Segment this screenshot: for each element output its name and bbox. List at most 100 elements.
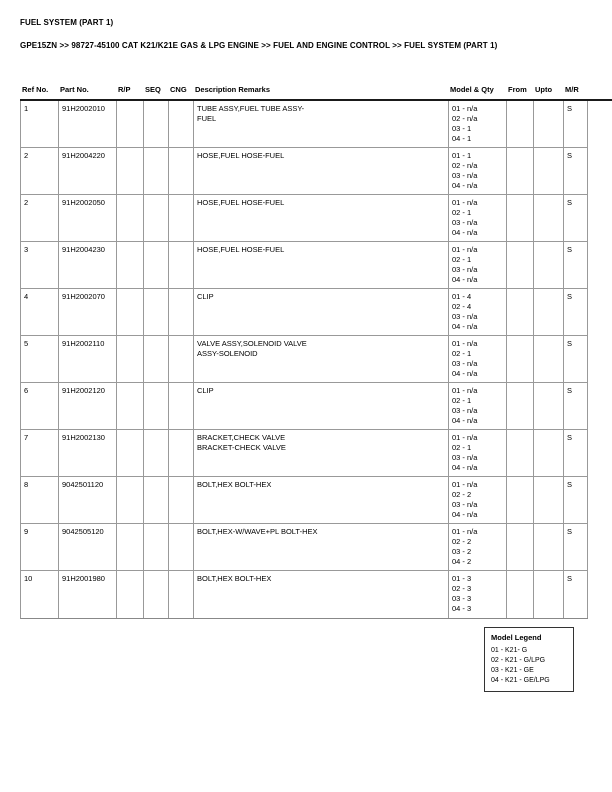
cell-line: 03 - n/a xyxy=(452,265,478,274)
cell-cng xyxy=(169,289,194,335)
cell-line: 03 - 3 xyxy=(452,594,472,603)
table-header: Ref No. Part No. R/P SEQ CNG Description Rema… xyxy=(20,85,612,94)
cell-mr: S xyxy=(564,336,588,382)
cell-ref-no: 3 xyxy=(21,242,59,288)
cell-rp xyxy=(117,336,144,382)
cell-model-qty: 01 - n/a 02 - 1 03 - n/a 04 - n/a xyxy=(449,383,507,429)
cell-model-qty: 01 - 1 02 - n/a 03 - n/a 04 - n/a xyxy=(449,148,507,194)
cell-line: 04 - n/a xyxy=(452,181,478,190)
cell-mr: S xyxy=(564,148,588,194)
cell-mr: S xyxy=(564,101,588,147)
cell-seq xyxy=(144,336,169,382)
cell-from xyxy=(507,289,534,335)
cell-line: 01 - n/a xyxy=(452,527,478,536)
model-legend-items: 01 - K21- G 02 - K21 - G/LPG 03 - K21 - GE… xyxy=(491,646,569,686)
cell-mr: S xyxy=(564,383,588,429)
column-header: Upto xyxy=(535,85,553,94)
cell-line: HOSE,FUEL HOSE-FUEL xyxy=(197,245,285,254)
cell-rp xyxy=(117,524,144,570)
cell-upto xyxy=(534,242,564,288)
cell-upto xyxy=(534,289,564,335)
cell-line: BRACKET-CHECK VALVE xyxy=(197,443,286,452)
cell-ref-no: 6 xyxy=(21,383,59,429)
cell-rp xyxy=(117,430,144,476)
cell-line: 04 - n/a xyxy=(452,463,478,472)
cell-line: BOLT,HEX BOLT-HEX xyxy=(197,480,272,489)
table-row: 5 91H2002110 VALVE ASSY,SOLENOID VALVE AS… xyxy=(21,336,588,383)
cell-line: 03 - 2 xyxy=(452,547,472,556)
cell-description: HOSE,FUEL HOSE-FUEL xyxy=(194,242,449,288)
cell-line: 04 - n/a xyxy=(452,275,478,284)
cell-line: 04 - n/a xyxy=(452,322,478,331)
cell-model-qty: 01 - n/a 02 - 2 03 - 2 04 - 2 xyxy=(449,524,507,570)
cell-line: 02 - n/a xyxy=(452,161,478,170)
cell-seq xyxy=(144,289,169,335)
cell-line: BRACKET,CHECK VALVE xyxy=(197,433,286,442)
cell-cng xyxy=(169,571,194,618)
cell-mr: S xyxy=(564,195,588,241)
cell-model-qty: 01 - n/a 02 - n/a 03 - 1 04 - 1 xyxy=(449,101,507,147)
cell-model-qty: 01 - n/a 02 - 1 03 - n/a 04 - n/a xyxy=(449,242,507,288)
cell-description: BOLT,HEX-W/WAVE+PL BOLT-HEX xyxy=(194,524,449,570)
cell-rp xyxy=(117,101,144,147)
cell-from xyxy=(507,336,534,382)
header-divider xyxy=(20,99,612,101)
cell-rp xyxy=(117,477,144,523)
table-row: 4 91H2002070 CLIP 01 - 4 02 - 4 03 - n/a 04… xyxy=(21,289,588,336)
cell-description: CLIP xyxy=(194,383,449,429)
cell-line: 01 - n/a xyxy=(452,104,478,113)
cell-line: 01 - n/a xyxy=(452,433,478,442)
cell-ref-no: 10 xyxy=(21,571,59,618)
cell-line: 03 - n/a xyxy=(452,359,478,368)
cell-upto xyxy=(534,336,564,382)
cell-seq xyxy=(144,524,169,570)
cell-upto xyxy=(534,430,564,476)
cell-seq xyxy=(144,242,169,288)
cell-cng xyxy=(169,430,194,476)
cell-cng xyxy=(169,195,194,241)
cell-ref-no: 5 xyxy=(21,336,59,382)
cell-line: 01 - n/a xyxy=(452,480,478,489)
cell-line: 01 - n/a xyxy=(452,386,478,395)
cell-line: BOLT,HEX-W/WAVE+PL BOLT-HEX xyxy=(197,527,318,536)
cell-cng xyxy=(169,383,194,429)
cell-from xyxy=(507,383,534,429)
cell-description: CLIP xyxy=(194,289,449,335)
column-header: Model & Qty xyxy=(450,85,494,94)
cell-from xyxy=(507,101,534,147)
column-header: From xyxy=(508,85,527,94)
cell-line: 03 - 1 xyxy=(452,124,472,133)
cell-mr: S xyxy=(564,524,588,570)
cell-line: CLIP xyxy=(197,292,214,301)
cell-cng xyxy=(169,148,194,194)
cell-description: BOLT,HEX BOLT-HEX xyxy=(194,571,449,618)
cell-line: 01 - 1 xyxy=(452,151,472,160)
breadcrumb: GPE15ZN >> 98727-45100 CAT K21/K21E GAS … xyxy=(20,41,498,50)
cell-line: TUBE ASSY,FUEL TUBE ASSY- xyxy=(197,104,305,113)
cell-ref-no: 2 xyxy=(21,195,59,241)
cell-line: 04 - n/a xyxy=(452,416,478,425)
cell-part-no: 91H2002120 xyxy=(59,383,117,429)
cell-line: 04 - n/a xyxy=(452,369,478,378)
cell-model-qty: 01 - 3 02 - 3 03 - 3 04 - 3 xyxy=(449,571,507,618)
cell-part-no: 91H2002110 xyxy=(59,336,117,382)
cell-line: 03 - n/a xyxy=(452,312,478,321)
cell-part-no: 91H2002050 xyxy=(59,195,117,241)
cell-upto xyxy=(534,477,564,523)
cell-seq xyxy=(144,148,169,194)
cell-line: 01 - n/a xyxy=(452,245,478,254)
cell-line: 02 - 1 xyxy=(452,255,472,264)
legend-item: 02 - K21 - G/LPG xyxy=(491,657,546,664)
cell-line: 04 - n/a xyxy=(452,510,478,519)
cell-model-qty: 01 - n/a 02 - 2 03 - n/a 04 - n/a xyxy=(449,477,507,523)
cell-mr: S xyxy=(564,477,588,523)
cell-line: 03 - n/a xyxy=(452,171,478,180)
table-row: 2 91H2002050 HOSE,FUEL HOSE-FUEL 01 - n/… xyxy=(21,195,588,242)
cell-line: 02 - 1 xyxy=(452,208,472,217)
cell-rp xyxy=(117,571,144,618)
cell-cng xyxy=(169,242,194,288)
cell-line: 02 - 1 xyxy=(452,349,472,358)
legend-item: 03 - K21 - GE xyxy=(491,667,534,674)
cell-part-no: 91H2004220 xyxy=(59,148,117,194)
table-row: 8 9042501120 BOLT,HEX BOLT-HEX 01 - n/a 0… xyxy=(21,477,588,524)
